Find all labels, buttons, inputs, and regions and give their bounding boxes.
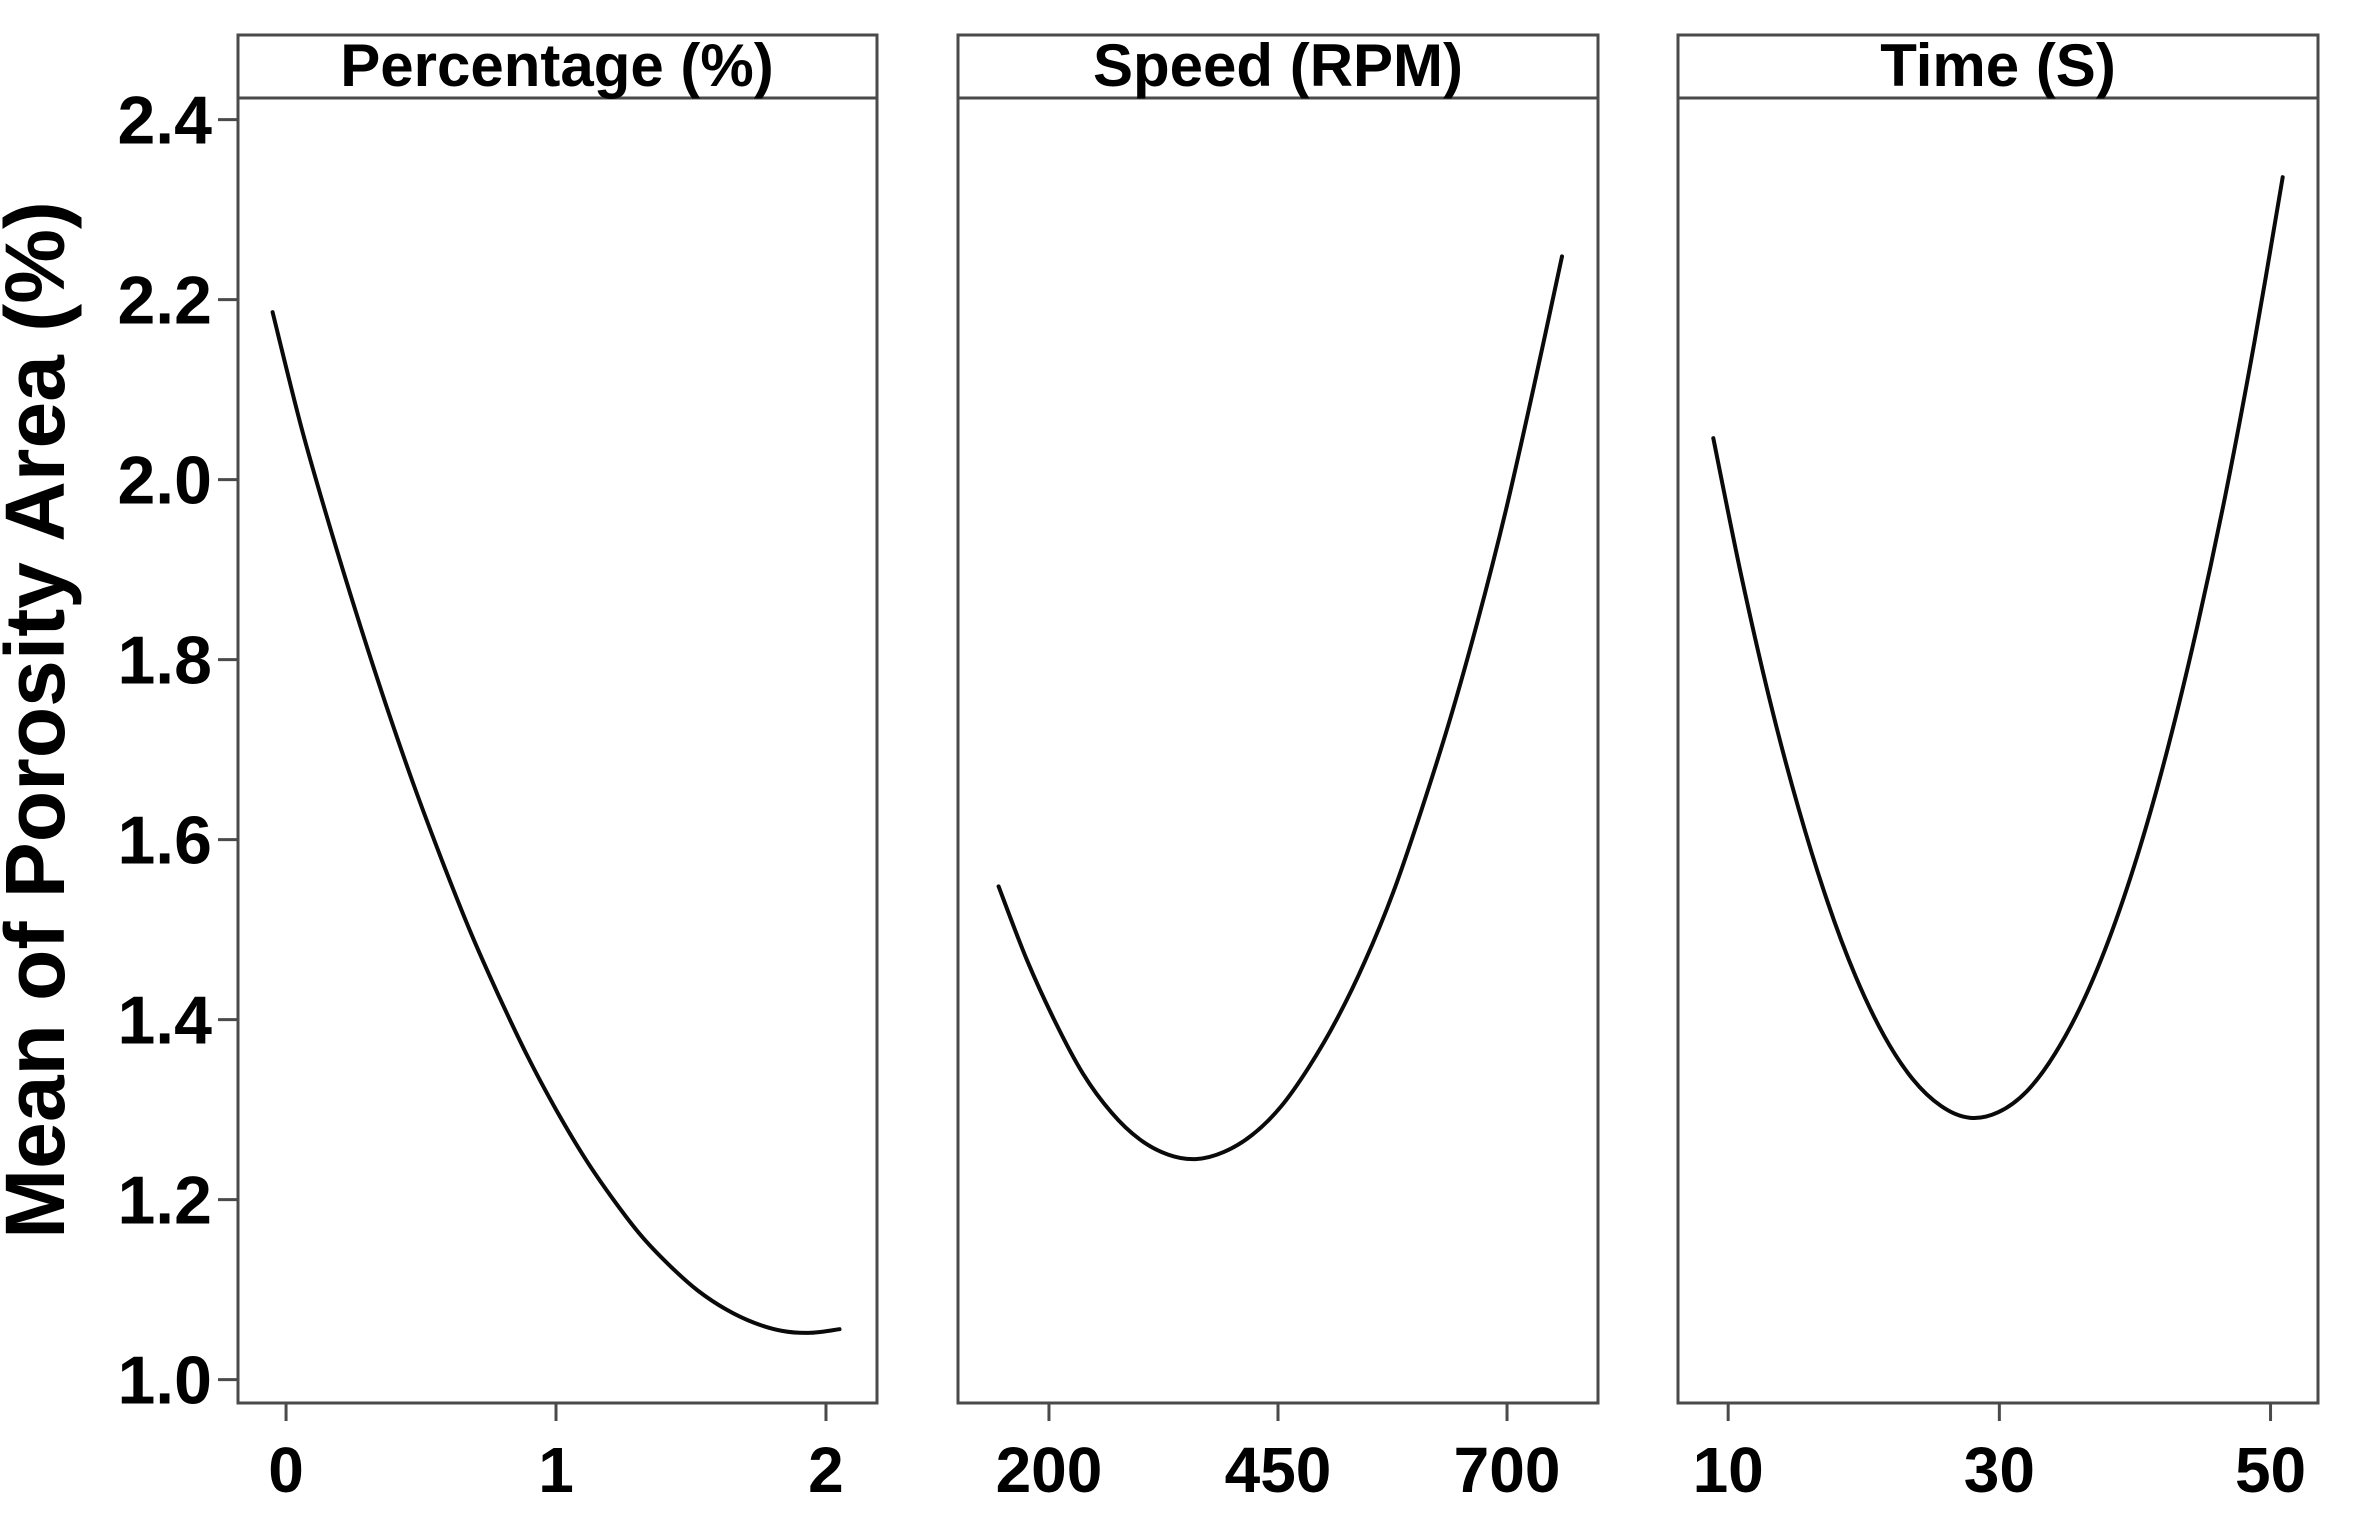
- x-tick-label: 50: [2235, 1434, 2306, 1506]
- x-tick-label: 200: [996, 1434, 1103, 1506]
- x-tick-label: 1: [538, 1434, 574, 1506]
- y-tick-label: 2.2: [117, 263, 212, 339]
- y-axis: 1.0 1.2 1.4 1.6 1.8 2.0 2.2 2.4: [117, 83, 238, 1419]
- x-tick-label: 450: [1225, 1434, 1332, 1506]
- panel-title: Percentage (%): [340, 32, 773, 99]
- x-tick-label: 10: [1693, 1434, 1764, 1506]
- curve-time: [1711, 175, 2285, 1120]
- panel-percentage: Percentage (%) 0 1 2: [236, 32, 879, 1506]
- y-axis-title: Mean of Porosity Area (%): [0, 201, 82, 1239]
- y-tick-label: 1.0: [117, 1343, 212, 1419]
- panel-frame: [236, 33, 879, 1405]
- y-tick-label: 1.4: [117, 983, 212, 1059]
- curve-speed: [996, 254, 1564, 1162]
- x-tick-label: 700: [1454, 1434, 1561, 1506]
- y-tick-label: 2.0: [117, 443, 212, 519]
- panel-title: Speed (RPM): [1093, 32, 1463, 99]
- y-tick-label: 1.8: [117, 623, 212, 699]
- y-tick-label: 2.4: [117, 83, 212, 159]
- x-axis-percentage: 0 1 2: [268, 1403, 844, 1506]
- y-tick-label: 1.2: [117, 1163, 212, 1239]
- x-tick-label: 30: [1964, 1434, 2035, 1506]
- y-tick-label: 1.6: [117, 803, 212, 879]
- x-tick-label: 0: [268, 1434, 304, 1506]
- panel-time: Time (S) 10 30 50: [1676, 32, 2320, 1506]
- panel-speed: Speed (RPM) 200 450 700: [956, 32, 1600, 1506]
- panel-frame: [956, 33, 1600, 1405]
- curve-percentage: [270, 310, 842, 1335]
- x-axis-time: 10 30 50: [1693, 1403, 2306, 1506]
- panel-title: Time (S): [1880, 32, 2116, 99]
- x-axis-speed: 200 450 700: [996, 1403, 1561, 1506]
- x-tick-label: 2: [808, 1434, 844, 1506]
